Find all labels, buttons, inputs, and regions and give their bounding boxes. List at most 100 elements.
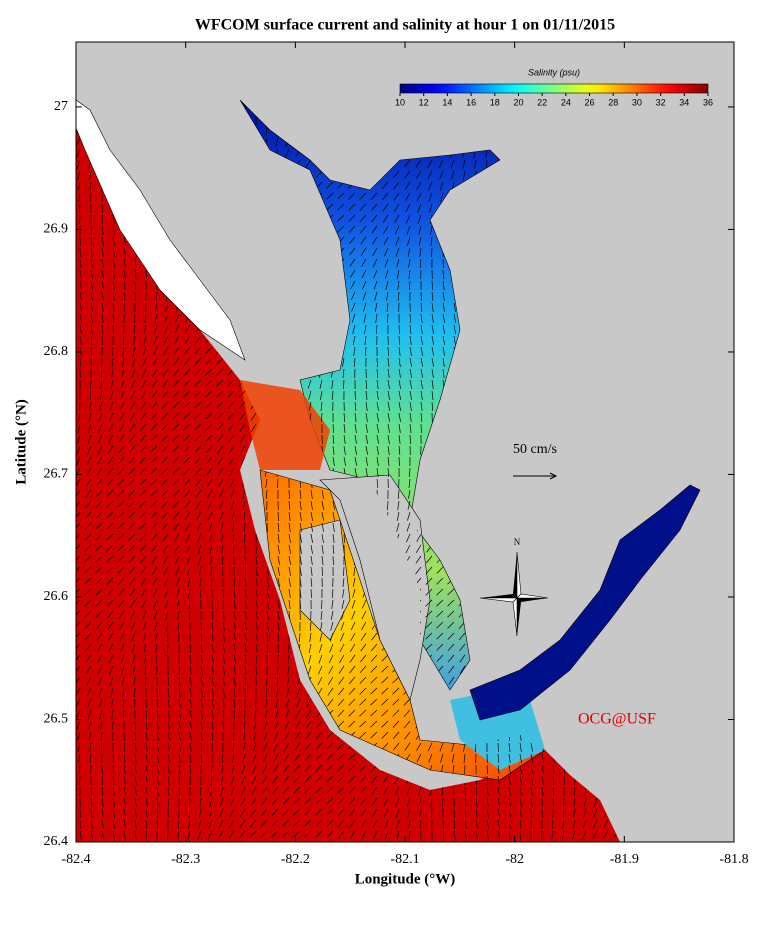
current-vector xyxy=(299,632,301,643)
current-vector xyxy=(409,467,411,478)
current-vector xyxy=(361,830,367,840)
current-vector xyxy=(282,797,290,805)
current-vector xyxy=(264,709,268,719)
current-vector xyxy=(305,159,312,168)
current-vector xyxy=(261,797,268,806)
current-vector xyxy=(371,225,378,234)
current-vector xyxy=(108,434,114,443)
current-vector xyxy=(427,742,433,752)
north-label: N xyxy=(514,537,521,547)
current-vector xyxy=(79,269,82,279)
current-vector xyxy=(128,511,136,519)
current-vector xyxy=(450,159,455,169)
current-vector xyxy=(371,786,378,795)
current-vector xyxy=(178,764,181,774)
current-vector xyxy=(189,709,192,719)
current-vector xyxy=(139,467,147,475)
current-vector xyxy=(338,676,345,685)
current-vector xyxy=(128,566,136,575)
current-vector xyxy=(117,555,125,563)
current-vector xyxy=(337,764,345,772)
current-vector xyxy=(106,511,114,519)
barrier-island xyxy=(76,99,246,361)
current-vector xyxy=(299,588,302,598)
current-vector xyxy=(189,676,192,686)
current-vector xyxy=(519,775,523,785)
current-vector xyxy=(78,753,81,763)
current-vector xyxy=(95,544,103,552)
current-vector xyxy=(133,676,136,686)
current-vector xyxy=(382,214,389,223)
current-vector xyxy=(397,489,400,499)
current-vector xyxy=(337,797,345,805)
current-vector xyxy=(396,830,400,840)
current-vector xyxy=(76,709,81,719)
current-vector xyxy=(376,357,378,368)
current-vector xyxy=(436,577,444,585)
current-vector xyxy=(284,720,290,730)
current-vector xyxy=(381,676,389,684)
current-vector xyxy=(349,258,356,267)
current-vector xyxy=(198,566,202,576)
current-vector xyxy=(109,676,114,686)
current-vector xyxy=(156,687,158,698)
current-vector xyxy=(249,830,257,839)
current-vector xyxy=(331,588,334,598)
current-vector xyxy=(386,291,389,301)
current-vector xyxy=(425,577,433,585)
current-vector xyxy=(486,764,489,774)
current-vector xyxy=(381,709,389,717)
current-vector xyxy=(86,676,92,686)
current-vector xyxy=(206,467,213,476)
current-vector xyxy=(440,192,444,202)
current-vector xyxy=(145,753,148,763)
current-vector xyxy=(154,324,158,334)
current-vector xyxy=(283,753,290,762)
current-vector xyxy=(304,753,312,761)
current-vector xyxy=(304,797,312,805)
current-vector xyxy=(233,632,236,642)
current-vector xyxy=(530,775,533,785)
current-vector xyxy=(79,775,81,786)
current-vector xyxy=(370,676,378,684)
current-vector xyxy=(354,445,357,455)
current-vector xyxy=(263,731,268,741)
current-vector xyxy=(167,753,170,763)
current-vector xyxy=(230,489,235,499)
current-vector xyxy=(76,698,81,708)
current-vector xyxy=(404,159,411,168)
current-vector xyxy=(376,423,380,433)
scale-arrow-head xyxy=(549,472,558,480)
current-vector xyxy=(233,731,235,742)
current-vector xyxy=(362,280,367,290)
current-vector xyxy=(330,621,334,631)
current-vector xyxy=(359,203,367,211)
current-vector xyxy=(541,753,544,763)
current-vector xyxy=(342,588,345,598)
current-vector xyxy=(365,456,368,466)
colorbar-tick-label: 14 xyxy=(442,97,452,107)
current-vector xyxy=(189,643,192,654)
current-vector xyxy=(573,797,576,807)
current-vector xyxy=(227,412,235,421)
current-vector xyxy=(194,445,202,453)
current-vector xyxy=(425,643,433,651)
current-vector xyxy=(177,830,180,840)
current-vector xyxy=(84,566,92,574)
current-vector xyxy=(288,511,291,521)
current-vector xyxy=(221,753,224,763)
current-vector xyxy=(362,291,367,301)
current-vector xyxy=(79,291,82,301)
current-vector xyxy=(194,357,202,365)
current-vector xyxy=(442,830,445,840)
current-vector xyxy=(79,324,82,334)
current-vector xyxy=(123,236,127,246)
current-vector xyxy=(370,665,378,673)
current-vector xyxy=(398,434,401,444)
current-vector xyxy=(198,819,202,829)
current-vector xyxy=(404,731,411,740)
current-vector xyxy=(154,621,158,631)
current-vector xyxy=(261,786,268,795)
current-vector xyxy=(151,401,158,410)
current-vector xyxy=(288,500,291,510)
